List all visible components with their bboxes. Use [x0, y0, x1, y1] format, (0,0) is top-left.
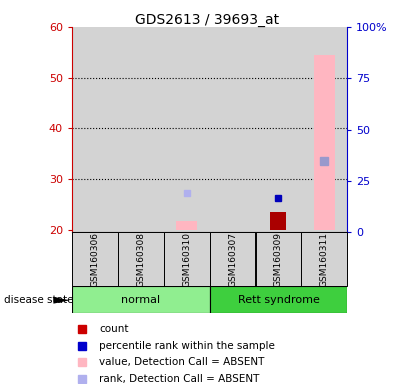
Text: GSM160306: GSM160306	[90, 232, 99, 287]
Bar	[210, 286, 347, 313]
Bar	[164, 232, 210, 286]
Text: normal: normal	[121, 295, 160, 305]
Text: disease state: disease state	[4, 295, 74, 305]
Polygon shape	[53, 297, 70, 304]
Bar	[176, 221, 197, 230]
Text: GSM160310: GSM160310	[182, 232, 191, 287]
Bar	[256, 27, 301, 232]
Bar	[72, 27, 118, 232]
Bar	[118, 232, 164, 286]
Text: count: count	[99, 324, 128, 334]
Bar	[164, 27, 210, 232]
Bar	[301, 232, 347, 286]
Text: GSM160309: GSM160309	[274, 232, 283, 287]
Text: Rett syndrome: Rett syndrome	[238, 295, 319, 305]
Bar	[314, 55, 335, 230]
Text: GSM160307: GSM160307	[228, 232, 237, 287]
Bar	[301, 27, 347, 232]
Bar	[270, 212, 286, 230]
Text: GSM160311: GSM160311	[320, 232, 329, 287]
Text: percentile rank within the sample: percentile rank within the sample	[99, 341, 275, 351]
Bar	[210, 27, 256, 232]
Text: value, Detection Call = ABSENT: value, Detection Call = ABSENT	[99, 358, 264, 367]
Text: GSM160308: GSM160308	[136, 232, 145, 287]
Bar	[118, 27, 164, 232]
Text: GDS2613 / 39693_at: GDS2613 / 39693_at	[136, 13, 279, 27]
Bar	[256, 232, 301, 286]
Bar	[72, 286, 210, 313]
Bar	[72, 232, 118, 286]
Bar	[210, 232, 256, 286]
Text: rank, Detection Call = ABSENT: rank, Detection Call = ABSENT	[99, 374, 259, 384]
